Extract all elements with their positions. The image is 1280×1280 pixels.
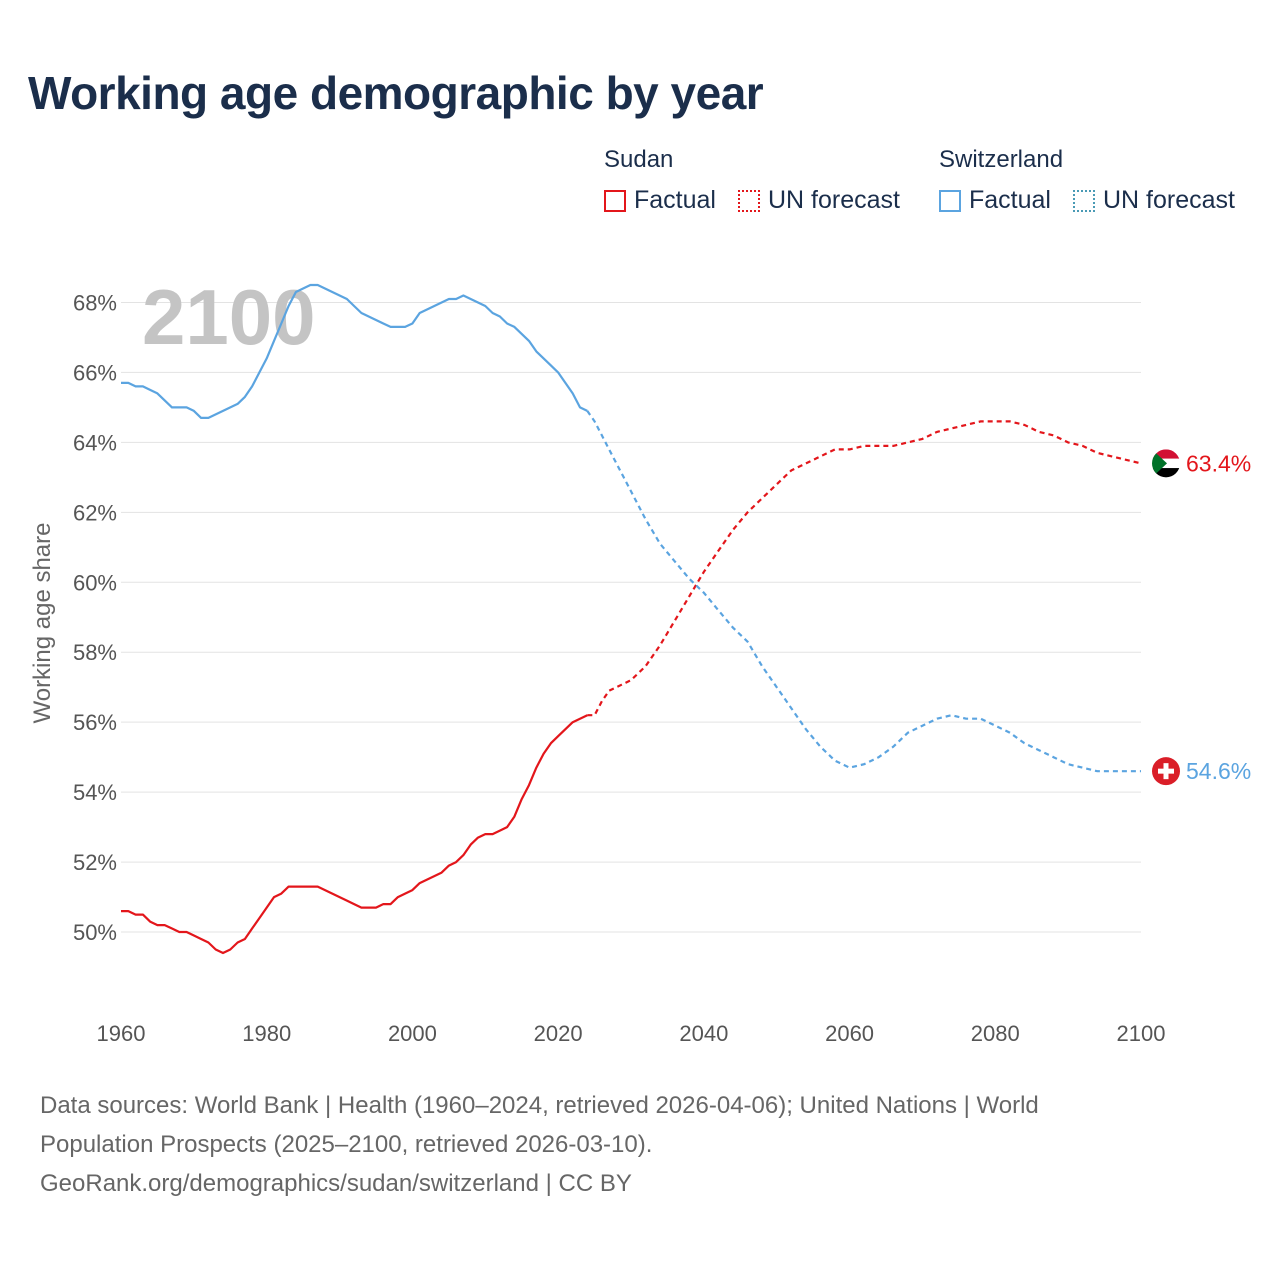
legend-label-sudan-forecast: UN forecast bbox=[768, 186, 900, 214]
x-tick-label: 1960 bbox=[97, 1021, 146, 1046]
x-tick-label: 2100 bbox=[1117, 1021, 1166, 1046]
legend-label-sudan-factual: Factual bbox=[634, 186, 716, 214]
legend-label-switzerland-factual: Factual bbox=[969, 186, 1051, 214]
y-axis-label: Working age share bbox=[29, 523, 56, 724]
x-axis-ticks: 1960 1980 2000 2020 2040 2060 2080 2100 bbox=[97, 1021, 1166, 1046]
switzerland-flag-icon bbox=[1152, 757, 1180, 786]
sudan-flag-icon bbox=[1152, 449, 1180, 478]
sudan-forecast-line[interactable] bbox=[587, 420, 1142, 717]
source-line-3[interactable]: GeoRank.org/demographics/sudan/switzerla… bbox=[40, 1170, 632, 1197]
legend-swatch-sudan-factual bbox=[604, 189, 626, 212]
source-line-2: Population Prospects (2025–2100, retriev… bbox=[40, 1131, 653, 1158]
year-watermark: 2100 bbox=[142, 273, 316, 361]
y-tick-label: 60% bbox=[73, 570, 117, 595]
legend-title-switzerland: Switzerland bbox=[939, 146, 1064, 173]
x-tick-label: 2020 bbox=[534, 1021, 583, 1046]
x-tick-label: 2060 bbox=[825, 1021, 874, 1046]
legend-sudan-forecast[interactable]: UN forecast bbox=[738, 186, 900, 215]
end-markers: 63.4% 54.6% bbox=[1152, 449, 1251, 786]
legend-switzerland-factual[interactable]: Factual bbox=[939, 186, 1051, 215]
series-lines bbox=[121, 283, 1142, 955]
source-note: Data sources: World Bank | Health (1960–… bbox=[40, 1086, 1220, 1203]
sudan-factual-line[interactable] bbox=[121, 714, 588, 955]
y-tick-label: 52% bbox=[73, 850, 117, 875]
sudan-end-label: 63.4% bbox=[1186, 450, 1251, 476]
y-tick-label: 68% bbox=[73, 290, 117, 315]
switzerland-end-label: 54.6% bbox=[1186, 758, 1251, 784]
x-tick-label: 2080 bbox=[971, 1021, 1020, 1046]
y-tick-label: 64% bbox=[73, 430, 117, 455]
switzerland-factual-line[interactable] bbox=[121, 283, 588, 419]
y-tick-label: 58% bbox=[73, 640, 117, 665]
x-tick-label: 2040 bbox=[679, 1021, 728, 1046]
legend-label-switzerland-forecast: UN forecast bbox=[1103, 186, 1235, 214]
legend-sudan-factual[interactable]: Factual bbox=[604, 186, 716, 215]
x-tick-label: 2000 bbox=[388, 1021, 437, 1046]
gridlines bbox=[121, 301, 1141, 933]
legend-title-sudan: Sudan bbox=[604, 146, 674, 173]
y-axis-ticks: 50% 52% 54% 56% 58% 60% 62% 64% 66% 68% bbox=[73, 290, 117, 945]
legend-swatch-sudan-forecast bbox=[738, 189, 760, 212]
legend-switzerland-forecast[interactable]: UN forecast bbox=[1073, 186, 1235, 215]
y-tick-label: 50% bbox=[73, 920, 117, 945]
legend-swatch-switzerland-factual bbox=[939, 189, 961, 212]
chart-title: Working age demographic by year bbox=[28, 67, 764, 119]
y-tick-label: 56% bbox=[73, 710, 117, 735]
source-line-1: Data sources: World Bank | Health (1960–… bbox=[40, 1092, 1039, 1119]
x-tick-label: 1980 bbox=[242, 1021, 291, 1046]
legend-swatch-switzerland-forecast bbox=[1073, 189, 1095, 212]
y-tick-label: 62% bbox=[73, 500, 117, 525]
switzerland-forecast-line[interactable] bbox=[586, 410, 1141, 773]
y-tick-label: 54% bbox=[73, 780, 117, 805]
y-tick-label: 66% bbox=[73, 360, 117, 385]
